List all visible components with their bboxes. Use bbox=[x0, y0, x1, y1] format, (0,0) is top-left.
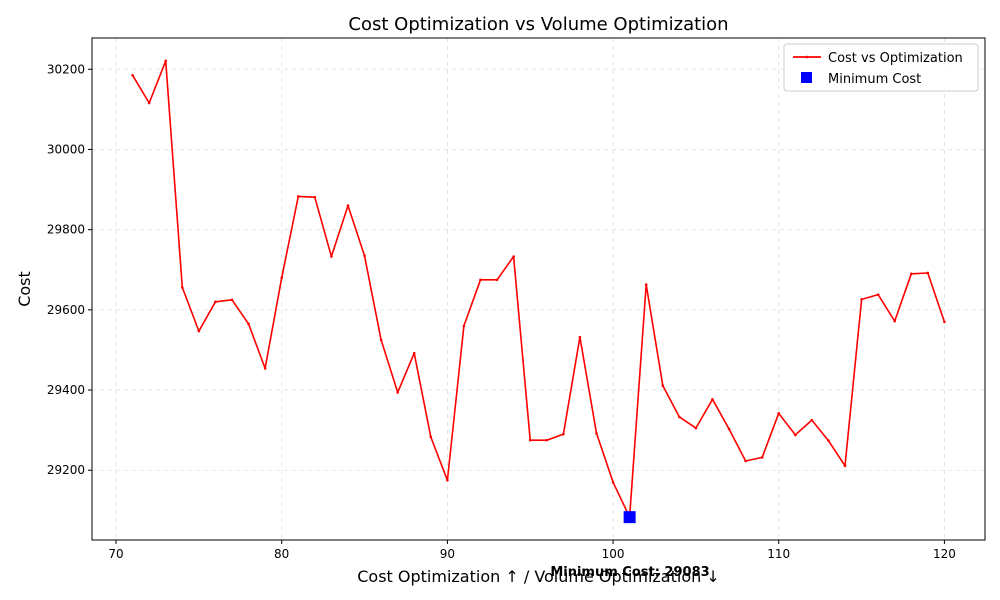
data-point bbox=[777, 411, 781, 415]
data-point bbox=[611, 480, 615, 484]
data-point bbox=[363, 254, 366, 258]
y-tick-label: 29400 bbox=[47, 383, 85, 397]
data-point bbox=[147, 101, 151, 105]
data-point bbox=[296, 195, 300, 198]
y-tick-label: 29600 bbox=[47, 303, 85, 317]
y-tick-label: 29200 bbox=[47, 463, 85, 477]
data-point bbox=[760, 456, 764, 459]
data-point bbox=[727, 427, 731, 431]
data-point bbox=[860, 298, 863, 301]
y-tick-label: 30200 bbox=[47, 62, 85, 76]
x-tick-label: 110 bbox=[767, 547, 790, 561]
legend: Cost vs Optimization Minimum Cost bbox=[783, 43, 979, 92]
data-point bbox=[793, 433, 797, 437]
data-point bbox=[313, 195, 317, 199]
data-point bbox=[462, 324, 466, 328]
data-point bbox=[495, 278, 499, 282]
x-axis-label: Cost Optimization ↑ / Volume Optimizatio… bbox=[357, 567, 720, 586]
legend-line-marker bbox=[805, 55, 809, 59]
data-point bbox=[661, 384, 665, 387]
data-point bbox=[512, 255, 515, 258]
data-point bbox=[711, 397, 714, 401]
data-point bbox=[843, 464, 847, 468]
plot-frame bbox=[91, 37, 986, 541]
data-point bbox=[578, 335, 582, 339]
y-tick-label: 29800 bbox=[47, 223, 85, 237]
y-axis-label: Cost bbox=[15, 271, 34, 307]
legend-frame bbox=[783, 43, 979, 92]
data-point bbox=[429, 435, 433, 439]
minimum-layer bbox=[623, 511, 636, 524]
x-tick-label: 100 bbox=[602, 547, 625, 561]
minimum-cost-annotation: Minimum Cost: 29083 bbox=[550, 565, 709, 580]
data-point bbox=[744, 459, 747, 463]
minimum-cost-marker bbox=[623, 511, 636, 524]
y-axis-ticks: 29200 29400 29600 29800 30000 30200 bbox=[47, 62, 92, 477]
data-point bbox=[926, 271, 930, 275]
x-tick-label: 80 bbox=[274, 547, 289, 561]
data-point bbox=[479, 278, 482, 282]
data-point bbox=[280, 276, 284, 280]
series-line bbox=[131, 60, 946, 518]
data-point bbox=[943, 320, 946, 324]
data-point bbox=[197, 329, 201, 333]
data-point bbox=[545, 438, 549, 442]
data-point bbox=[330, 255, 333, 258]
data-point bbox=[214, 300, 217, 304]
data-point bbox=[827, 439, 830, 442]
series-layer bbox=[131, 59, 946, 519]
data-point bbox=[131, 73, 134, 77]
data-point bbox=[562, 432, 565, 436]
data-point bbox=[180, 286, 184, 289]
data-point bbox=[876, 293, 880, 296]
data-point bbox=[810, 418, 814, 422]
data-point bbox=[379, 338, 383, 342]
legend-minimum-label: Minimum Cost bbox=[828, 72, 921, 87]
x-axis-ticks: 70 80 90 100 110 120 bbox=[108, 540, 956, 561]
data-point bbox=[346, 204, 350, 207]
data-point bbox=[678, 415, 681, 419]
data-point bbox=[909, 272, 913, 276]
data-point bbox=[893, 319, 897, 323]
data-point bbox=[694, 426, 698, 430]
data-point bbox=[230, 298, 234, 302]
x-tick-label: 90 bbox=[440, 547, 455, 561]
data-point bbox=[446, 478, 449, 482]
data-point bbox=[396, 391, 399, 394]
legend-series-label: Cost vs Optimization bbox=[828, 51, 963, 66]
data-point bbox=[164, 59, 168, 63]
x-tick-label: 70 bbox=[108, 547, 123, 561]
y-tick-label: 30000 bbox=[47, 142, 85, 156]
x-tick-label: 120 bbox=[933, 547, 956, 561]
data-point bbox=[595, 432, 598, 435]
data-point bbox=[528, 438, 532, 442]
data-point bbox=[247, 322, 250, 326]
data-point bbox=[263, 367, 267, 370]
data-point bbox=[412, 351, 416, 355]
legend-minimum-swatch bbox=[801, 72, 812, 83]
chart-title: Cost Optimization vs Volume Optimization bbox=[348, 14, 728, 35]
data-point bbox=[644, 283, 648, 286]
